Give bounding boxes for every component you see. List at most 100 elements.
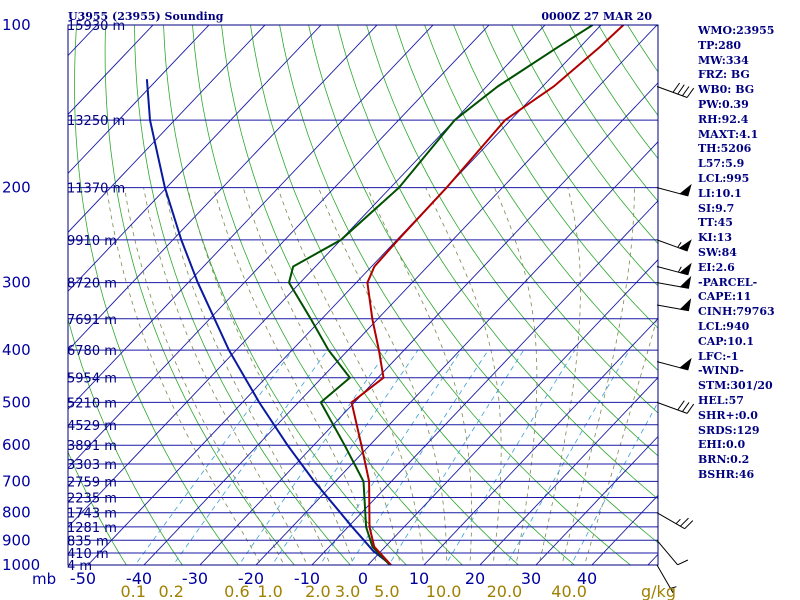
mixing-ratio-tick-label: 20.0 xyxy=(487,582,523,600)
wind-barb xyxy=(656,275,692,289)
wind-barb-feather xyxy=(686,403,695,414)
stat-item: FRZ: BG xyxy=(698,68,750,82)
isotherm xyxy=(143,25,658,565)
mixing-ratio-tick-label: 10.0 xyxy=(426,582,462,600)
moist-adiabat xyxy=(584,313,658,565)
pressure-tick-label: 900 xyxy=(2,531,31,549)
wind-barb-feather xyxy=(680,517,689,527)
dry-adiabat xyxy=(221,25,519,565)
mixing-ratio-line xyxy=(388,349,525,565)
pressure-unit-label: mb xyxy=(32,570,56,588)
pressure-tick-label: 300 xyxy=(2,274,31,292)
isotherm xyxy=(255,141,658,565)
plot-frame xyxy=(67,24,659,566)
mixing-ratio-line xyxy=(445,349,576,565)
stat-item: LI:10.1 xyxy=(698,186,742,200)
mixing-ratio-tick-label: 1.0 xyxy=(257,582,282,600)
wind-barb-pennant xyxy=(679,262,692,276)
plot-area xyxy=(68,25,658,565)
wind-barb xyxy=(656,512,694,530)
dry-adiabat xyxy=(395,25,658,414)
wind-barb xyxy=(656,564,677,593)
height-label: 3891 m xyxy=(67,439,117,454)
stat-item: CINH:79763 xyxy=(698,305,775,319)
mixing-ratio-line xyxy=(349,349,489,565)
stats-panel: WMO:23955 TP:280 MW:334 FRZ: BG WB0: BG PW:0.… xyxy=(698,24,798,483)
dry-adiabat xyxy=(366,25,658,457)
wind-barb-half-feather xyxy=(677,266,682,273)
isotherm xyxy=(535,435,658,565)
mixing-ratio-line xyxy=(505,349,630,565)
isotherm xyxy=(423,317,658,565)
wind-barb-pennant xyxy=(678,239,692,252)
dry-adiabat xyxy=(308,25,658,544)
pressure-tick-label: 600 xyxy=(2,436,31,454)
moist-adiabat xyxy=(561,187,635,565)
stat-item: EHI:0.0 xyxy=(698,438,746,452)
height-label: 4 m xyxy=(67,559,92,574)
wind-barb xyxy=(656,357,692,371)
moist-adiabat xyxy=(164,187,331,565)
mixing-ratio-tick-label: 3.0 xyxy=(335,582,360,600)
isotherm xyxy=(68,25,546,528)
wind-barb-feather xyxy=(686,87,695,98)
pressure-tick-label: 400 xyxy=(2,341,31,359)
dry-adiabat xyxy=(192,25,463,565)
height-label: 7691 m xyxy=(67,313,117,328)
height-label: 835 m xyxy=(67,534,109,549)
stat-item: SI:9.7 xyxy=(698,201,735,215)
sounding-profiles xyxy=(145,25,625,565)
temperature-tick-label: -20 xyxy=(238,569,264,588)
height-label: 2759 m xyxy=(67,475,117,490)
stat-item: TH:5206 xyxy=(698,142,752,156)
stat-item: RH:92.4 xyxy=(698,112,749,126)
stat-item: LFC:-1 xyxy=(698,349,739,363)
mixing-ratio-line xyxy=(238,349,389,565)
wind-barbs xyxy=(656,82,695,593)
wind-barb-half-feather xyxy=(677,242,682,248)
isotherm xyxy=(68,25,154,116)
wind-barb xyxy=(656,82,695,98)
wind-barb xyxy=(656,298,692,312)
isotherm xyxy=(68,25,434,410)
isotherm xyxy=(367,259,658,565)
height-label: 4529 m xyxy=(67,419,117,434)
stat-item: MAXT:4.1 xyxy=(698,127,759,141)
stat-item: -PARCEL- xyxy=(698,275,758,289)
temperature-tick-label: 10 xyxy=(409,569,429,588)
wind-barb-feather xyxy=(672,82,681,93)
height-label: 3303 m xyxy=(67,458,117,473)
dry-adiabat xyxy=(453,25,658,329)
stat-item: STM:301/20 xyxy=(698,379,773,393)
mixing-ratio-line xyxy=(134,349,294,565)
isotherm xyxy=(311,200,658,565)
dry-adiabat xyxy=(74,25,239,565)
height-label: 8720 m xyxy=(67,277,117,292)
mixing-ratio-tick-label: 2.0 xyxy=(305,582,330,600)
moist-adiabat xyxy=(143,187,308,565)
pressure-tick-label: 100 xyxy=(2,16,31,34)
wind-barb-feather xyxy=(677,84,685,95)
dry-adiabat xyxy=(68,450,127,565)
wind-barb-feather xyxy=(677,400,685,411)
wind-barb-half-feather xyxy=(675,518,681,525)
stat-item: LCL:940 xyxy=(698,319,750,333)
wind-barb xyxy=(656,262,692,276)
moist-adiabat xyxy=(242,187,401,565)
stat-item: CAPE:11 xyxy=(698,290,752,304)
pressure-tick-label: 700 xyxy=(2,472,31,490)
moist-adiabat xyxy=(187,187,355,565)
stat-item: TP:280 xyxy=(698,38,742,52)
dry-adiabat xyxy=(250,25,576,565)
mixing-ratio-tick-label: 0.1 xyxy=(120,582,145,600)
parcel-trace xyxy=(145,79,392,565)
pressure-tick-label: 800 xyxy=(2,504,31,522)
temperature-tick-label: 30 xyxy=(521,569,541,588)
wind-barb-shaft xyxy=(656,564,674,593)
temperature-trace xyxy=(350,25,625,565)
temperature-tick-label: 20 xyxy=(465,569,485,588)
isotherm xyxy=(68,25,322,292)
mixing-ratio-tick-label: 0.6 xyxy=(224,582,249,600)
